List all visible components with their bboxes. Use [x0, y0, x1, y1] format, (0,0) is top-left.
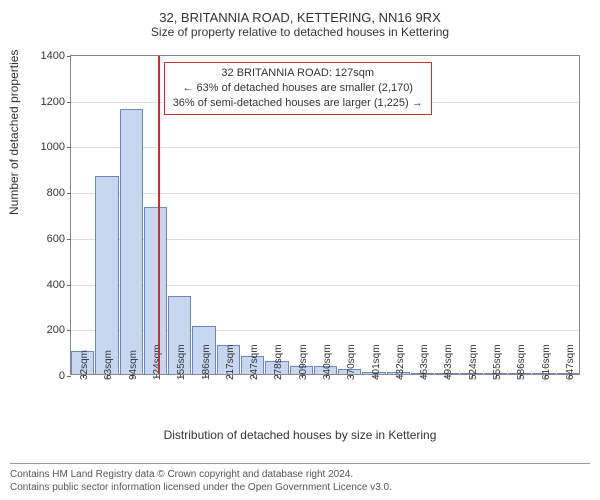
chart-title: 32, BRITANNIA ROAD, KETTERING, NN16 9RX [10, 10, 590, 25]
xtick-label: 63sqm [103, 350, 114, 380]
xtick-label: 186sqm [201, 344, 212, 380]
ytick-label: 600 [47, 233, 71, 245]
footer-line-1: Contains HM Land Registry data © Crown c… [10, 468, 590, 481]
xtick-label: 463sqm [419, 344, 430, 380]
xtick-label: 217sqm [225, 344, 236, 380]
footer-line-2: Contains public sector information licen… [10, 481, 590, 494]
ytick-label: 400 [47, 279, 71, 291]
chart-container: 32, BRITANNIA ROAD, KETTERING, NN16 9RX … [0, 0, 600, 500]
xtick-label: 94sqm [128, 350, 139, 380]
plot-region: 020040060080010001200140032sqm63sqm94sqm… [70, 55, 580, 375]
xtick-label: 616sqm [541, 344, 552, 380]
gridline [71, 193, 579, 194]
property-marker-line [158, 56, 160, 374]
ytick-label: 0 [59, 370, 71, 382]
property-callout: 32 BRITANNIA ROAD: 127sqm← 63% of detach… [164, 62, 432, 115]
xtick-label: 247sqm [249, 344, 260, 380]
histogram-bar [95, 176, 118, 374]
ytick-label: 1200 [41, 96, 71, 108]
xtick-label: 309sqm [298, 344, 309, 380]
xtick-label: 647sqm [565, 344, 576, 380]
callout-line1: 32 BRITANNIA ROAD: 127sqm [173, 66, 423, 81]
xtick-label: 278sqm [273, 344, 284, 380]
ytick-label: 1400 [41, 50, 71, 62]
ytick-label: 1000 [41, 141, 71, 153]
xtick-label: 555sqm [492, 344, 503, 380]
ytick-label: 800 [47, 187, 71, 199]
xtick-label: 370sqm [346, 344, 357, 380]
xtick-label: 524sqm [468, 344, 479, 380]
y-axis-label: Number of detached properties [7, 50, 21, 215]
xtick-label: 155sqm [176, 344, 187, 380]
xtick-label: 493sqm [443, 344, 454, 380]
chart-subtitle: Size of property relative to detached ho… [10, 25, 590, 39]
gridline [71, 147, 579, 148]
plot-area: 020040060080010001200140032sqm63sqm94sqm… [70, 55, 580, 375]
xtick-label: 586sqm [516, 344, 527, 380]
footer: Contains HM Land Registry data © Crown c… [10, 463, 590, 494]
xtick-label: 340sqm [322, 344, 333, 380]
histogram-bar [120, 109, 143, 374]
callout-line3: 36% of semi-detached houses are larger (… [173, 96, 423, 111]
xtick-label: 401sqm [371, 344, 382, 380]
callout-line2: ← 63% of detached houses are smaller (2,… [173, 81, 423, 96]
xtick-label: 32sqm [79, 350, 90, 380]
ytick-label: 200 [47, 324, 71, 336]
x-axis-label: Distribution of detached houses by size … [0, 428, 600, 442]
xtick-label: 432sqm [395, 344, 406, 380]
